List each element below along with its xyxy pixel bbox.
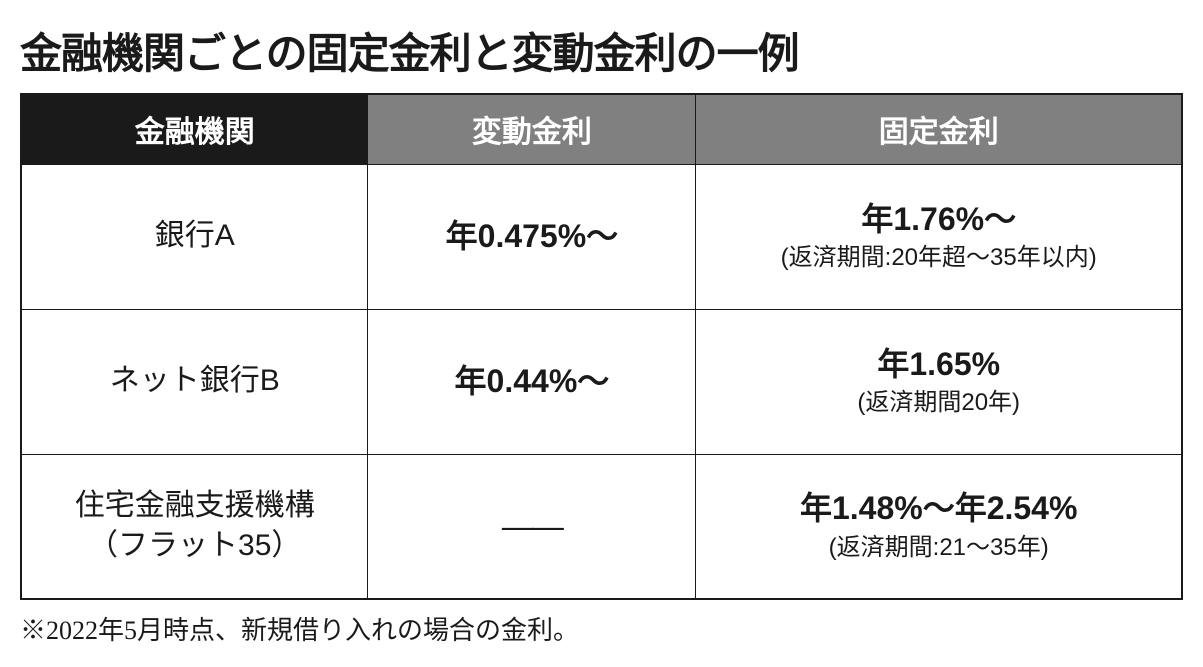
table-header-row: 金融機関 変動金利 固定金利 [21, 94, 1182, 164]
fixed-rate-note: (返済期間:21〜35年) [829, 532, 1049, 563]
cell-variable-rate: —— [368, 454, 696, 599]
institution-name: ネット銀行B [110, 361, 280, 402]
page-title: 金融機関ごとの固定金利と変動金利の一例 [20, 20, 1183, 81]
fixed-rate-note: (返済期間:20年超〜35年以内) [781, 242, 1097, 273]
cell-institution: 住宅金融支援機構（フラット35） [21, 454, 368, 599]
cell-variable-rate: 年0.44%〜 [368, 309, 696, 454]
cell-fixed-rate: 年1.76%〜 (返済期間:20年超〜35年以内) [696, 164, 1182, 309]
cell-variable-rate: 年0.475%〜 [368, 164, 696, 309]
fixed-rate-note: (返済期間20年) [857, 387, 1020, 418]
col-header-variable: 変動金利 [368, 94, 696, 164]
table-row: 住宅金融支援機構（フラット35） —— 年1.48%〜年2.54% (返済期間:… [21, 454, 1182, 599]
col-header-fixed: 固定金利 [696, 94, 1182, 164]
cell-institution: 銀行A [21, 164, 368, 309]
footnote: ※2022年5月時点、新規借り入れの場合の金利。 [20, 610, 1183, 647]
institution-name: 住宅金融支援機構（フラット35） [75, 486, 315, 567]
variable-rate-value: 年0.475%〜 [446, 217, 619, 255]
cell-institution: ネット銀行B [21, 309, 368, 454]
institution-name: 銀行A [155, 216, 235, 257]
fixed-rate-value: 年1.48%〜年2.54% [800, 489, 1077, 527]
table-row: 銀行A 年0.475%〜 年1.76%〜 (返済期間:20年超〜35年以内) [21, 164, 1182, 309]
rate-table: 金融機関 変動金利 固定金利 銀行A 年0.475%〜 年1.76%〜 (返済期… [20, 93, 1183, 600]
table-row: ネット銀行B 年0.44%〜 年1.65% (返済期間20年) [21, 309, 1182, 454]
variable-rate-value: —— [502, 508, 562, 545]
col-header-institution: 金融機関 [21, 94, 368, 164]
cell-fixed-rate: 年1.65% (返済期間20年) [696, 309, 1182, 454]
fixed-rate-value: 年1.65% [877, 345, 1000, 383]
fixed-rate-value: 年1.76%〜 [861, 200, 1016, 238]
variable-rate-value: 年0.44%〜 [455, 362, 610, 400]
cell-fixed-rate: 年1.48%〜年2.54% (返済期間:21〜35年) [696, 454, 1182, 599]
